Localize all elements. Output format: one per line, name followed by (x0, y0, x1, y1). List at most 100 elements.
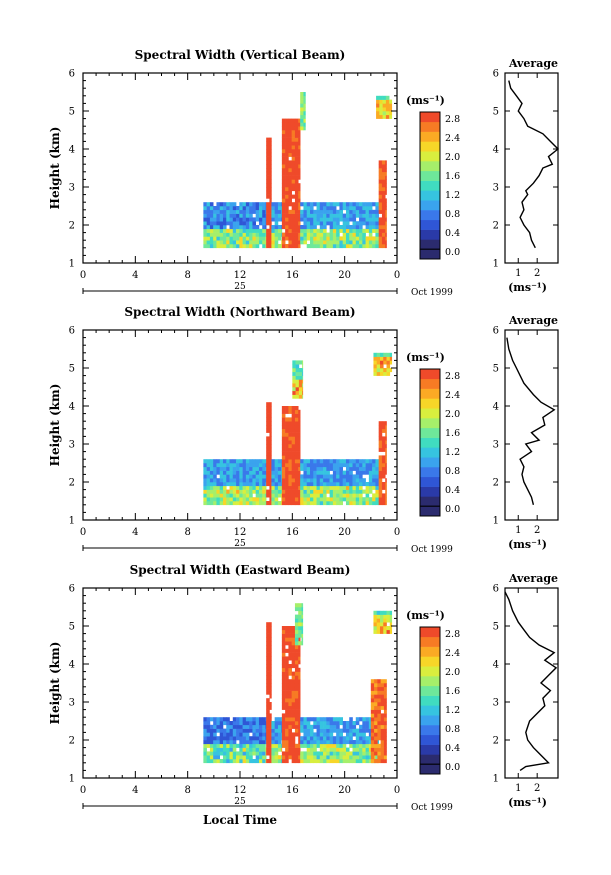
heatmap-cell (310, 466, 314, 471)
heatmap-cell (326, 466, 330, 471)
heatmap-cell (352, 497, 357, 502)
heatmap-cell (319, 459, 324, 464)
heatmap-cell (269, 425, 272, 430)
heatmap-cell (258, 740, 263, 745)
heatmap-cell (294, 614, 299, 619)
heatmap-cell (292, 390, 296, 395)
heatmap-cell (339, 732, 343, 737)
heatmap-cell (302, 368, 304, 373)
heatmap-cell (376, 371, 381, 376)
heatmap-cell (288, 126, 292, 131)
heatmap-cell (298, 493, 301, 498)
heatmap-cell (281, 698, 286, 703)
heatmap-cell (368, 240, 373, 245)
heatmap-cell (266, 740, 270, 745)
heatmap-cell (355, 759, 360, 764)
heatmap-cell (294, 133, 299, 138)
heatmap-cell (342, 751, 347, 756)
heatmap-cell (377, 724, 381, 729)
heatmap-cell (271, 721, 275, 726)
heatmap-cell (255, 206, 260, 211)
heatmap-cell (365, 751, 370, 756)
heatmap-cell (332, 232, 337, 237)
heatmap-cell (379, 622, 384, 627)
heatmap-cell (323, 493, 327, 498)
colorbar-segment (420, 141, 440, 152)
heatmap-cell (274, 489, 279, 494)
heatmap-cell (380, 683, 385, 688)
heatmap-cell (294, 607, 299, 612)
heatmap-cell (370, 755, 375, 760)
heatmap-cell (326, 463, 330, 468)
heatmap-cell (385, 209, 387, 214)
heatmap-cell (339, 743, 343, 748)
heatmap-cell (242, 240, 247, 245)
heatmap-cell (298, 755, 301, 760)
heatmap-cell (269, 171, 272, 176)
heatmap-cell (269, 164, 272, 169)
heatmap-cell (288, 679, 292, 684)
heatmap-cell (288, 133, 292, 138)
heatmap-cell (300, 99, 304, 104)
heatmap-cell (255, 489, 260, 494)
heatmap-cell (258, 202, 263, 207)
heatmap-cell (216, 232, 221, 237)
heatmap-cell (313, 717, 317, 722)
heatmap-cell (368, 740, 373, 745)
heatmap-cell (386, 371, 391, 376)
heatmap-cell (352, 732, 357, 737)
heatmap-cell (373, 626, 378, 631)
heatmap-cell (281, 728, 283, 733)
heatmap-cell (329, 497, 334, 502)
heatmap-cell (383, 686, 387, 691)
heatmap-cell (222, 717, 227, 722)
heatmap-cell (249, 478, 253, 483)
heatmap-cell (288, 164, 292, 169)
heatmap-cell (277, 721, 282, 726)
heatmap-cell (329, 489, 334, 494)
heatmap-cell (219, 221, 224, 226)
heatmap-cell (249, 755, 253, 760)
heatmap-cell (294, 432, 299, 437)
heatmap-cell (266, 137, 270, 142)
heatmap-cell (375, 240, 379, 245)
heatmap-cell (226, 244, 230, 249)
heatmap-cell (226, 724, 230, 729)
average-y-tick-label: 6 (493, 69, 499, 80)
heatmap-cell (269, 683, 272, 688)
heatmap-cell (298, 485, 301, 490)
heatmap-cell (298, 133, 301, 138)
heatmap-cell (249, 209, 253, 214)
heatmap-cell (389, 114, 393, 119)
heatmap-cell (266, 736, 270, 741)
heatmap-cell (285, 683, 289, 688)
heatmap-cell (232, 459, 237, 464)
heatmap-cell (359, 459, 363, 464)
heatmap-cell (310, 478, 314, 483)
heatmap-cell (292, 364, 296, 369)
heatmap-cell (313, 482, 317, 487)
heatmap-cell (281, 126, 286, 131)
heatmap-cell (385, 493, 387, 498)
heatmap-cell (285, 152, 289, 157)
heatmap-cell (285, 466, 289, 471)
panel-title: Spectral Width (Northward Beam) (124, 305, 355, 319)
heatmap-cell (252, 751, 256, 756)
heatmap-cell (222, 482, 227, 487)
heatmap-cell (342, 740, 347, 745)
heatmap-cell (274, 240, 279, 245)
heatmap-cell (298, 686, 301, 691)
heatmap-cell (265, 747, 267, 752)
heatmap-cell (262, 497, 266, 502)
heatmap-cell (203, 225, 207, 230)
heatmap-cell (316, 751, 321, 756)
heatmap-cell (372, 497, 376, 502)
heatmap-cell (281, 244, 286, 249)
heatmap-cell (298, 440, 301, 445)
heatmap-cell (291, 690, 296, 695)
heatmap-cell (213, 721, 217, 726)
heatmap-cell (255, 721, 260, 726)
heatmap-cell (269, 406, 272, 411)
heatmap-cell (355, 743, 360, 748)
heatmap-cell (266, 152, 270, 157)
